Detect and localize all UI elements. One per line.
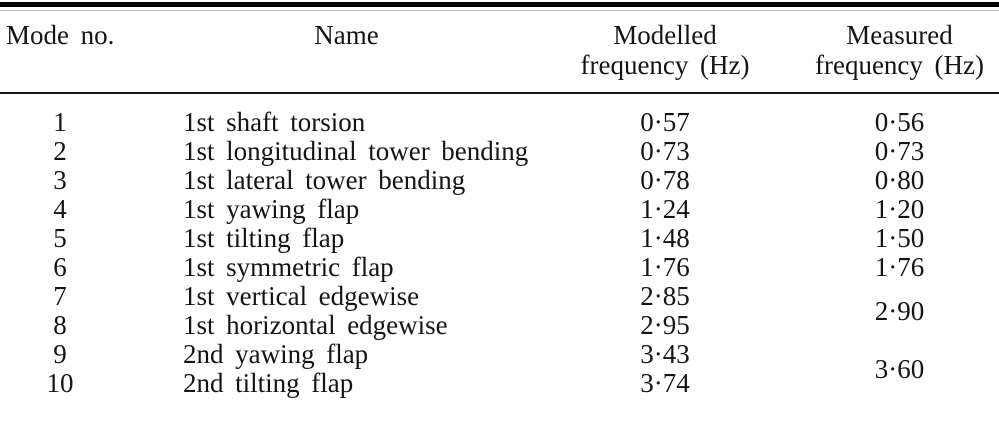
header-row: Mode no. Name Modelled frequency (Hz) Me…	[0, 11, 999, 93]
table-row: 7 1st vertical edgewise 2·85 2·90	[0, 281, 999, 326]
cell-measured-merged: 2·90	[874, 295, 925, 326]
table-row: 9 2nd yawing flap 3·43 3·60	[0, 339, 999, 384]
cell-name: 1st yawing flap	[183, 194, 360, 224]
cell-modelled: 0·73	[640, 136, 690, 166]
column-header-measured-frequency: Measured frequency (Hz)	[800, 11, 999, 93]
cell-mode: 10	[46, 368, 74, 398]
table-row: 5 1st tilting flap 1·48 1·50	[0, 224, 999, 253]
cell-modelled: 3·74	[640, 368, 690, 398]
cell-mode: 9	[53, 339, 67, 369]
cell-name: 1st vertical edgewise	[183, 281, 420, 311]
cell-measured: 0·80	[874, 165, 925, 195]
column-header-mode: Mode no.	[6, 20, 115, 50]
top-rule	[0, 2, 999, 7]
cell-modelled: 0·57	[640, 107, 690, 137]
cell-measured: 1·50	[874, 223, 925, 253]
cell-name: 1st horizontal edgewise	[183, 310, 448, 340]
cell-name: 1st longitudinal tower bending	[183, 136, 529, 166]
column-header-modelled-frequency: Modelled frequency (Hz)	[530, 11, 800, 93]
table-row: 3 1st lateral tower bending 0·78 0·80	[0, 166, 999, 195]
table-row: 2 1st longitudinal tower bending 0·73 0·…	[0, 137, 999, 166]
cell-name: 1st symmetric flap	[183, 252, 394, 282]
cell-modelled: 1·24	[640, 194, 690, 224]
cell-mode: 5	[53, 223, 67, 253]
cell-measured: 0·56	[874, 107, 925, 137]
table-row: 4 1st yawing flap 1·24 1·20	[0, 195, 999, 224]
cell-mode: 7	[53, 281, 67, 311]
cell-mode: 8	[53, 310, 67, 340]
cell-mode: 6	[53, 252, 67, 282]
frequency-table: Mode no. Name Modelled frequency (Hz) Me…	[0, 11, 999, 398]
cell-name: 2nd tilting flap	[183, 368, 354, 398]
top-rule-hairline	[0, 10, 999, 11]
column-header-measured-line2: frequency (Hz)	[814, 50, 984, 80]
cell-measured: 0·73	[874, 136, 925, 166]
cell-modelled: 0·78	[640, 165, 690, 195]
cell-mode: 2	[53, 136, 67, 166]
cell-measured: 1·20	[874, 194, 925, 224]
column-header-name: Name	[314, 20, 379, 50]
table-body: 1 1st shaft torsion 0·57 0·56 2 1st long…	[0, 93, 999, 398]
table-header: Mode no. Name Modelled frequency (Hz) Me…	[0, 11, 999, 93]
cell-name: 1st shaft torsion	[183, 107, 366, 137]
table-row: 6 1st symmetric flap 1·76 1·76	[0, 253, 999, 282]
cell-mode: 4	[53, 194, 67, 224]
cell-mode: 1	[53, 107, 67, 137]
cell-name: 1st lateral tower bending	[183, 165, 466, 195]
cell-measured: 1·76	[874, 252, 925, 282]
cell-measured-merged: 3·60	[874, 353, 925, 384]
cell-mode: 3	[53, 165, 67, 195]
cell-modelled: 1·48	[640, 223, 690, 253]
table-row: 10 2nd tilting flap 3·74	[0, 369, 999, 398]
column-header-measured-line1: Measured	[846, 20, 953, 50]
column-header-modelled-line2: frequency (Hz)	[580, 50, 750, 80]
cell-name: 1st tilting flap	[183, 223, 345, 253]
table-row: 1 1st shaft torsion 0·57 0·56	[0, 93, 999, 137]
cell-modelled: 2·85	[640, 281, 690, 311]
table-row: 8 1st horizontal edgewise 2·95	[0, 311, 999, 340]
cell-modelled: 1·76	[640, 252, 690, 282]
cell-name: 2nd yawing flap	[183, 339, 369, 369]
cell-modelled: 3·43	[640, 339, 690, 369]
column-header-modelled-line1: Modelled	[613, 20, 717, 50]
cell-modelled: 2·95	[640, 310, 690, 340]
